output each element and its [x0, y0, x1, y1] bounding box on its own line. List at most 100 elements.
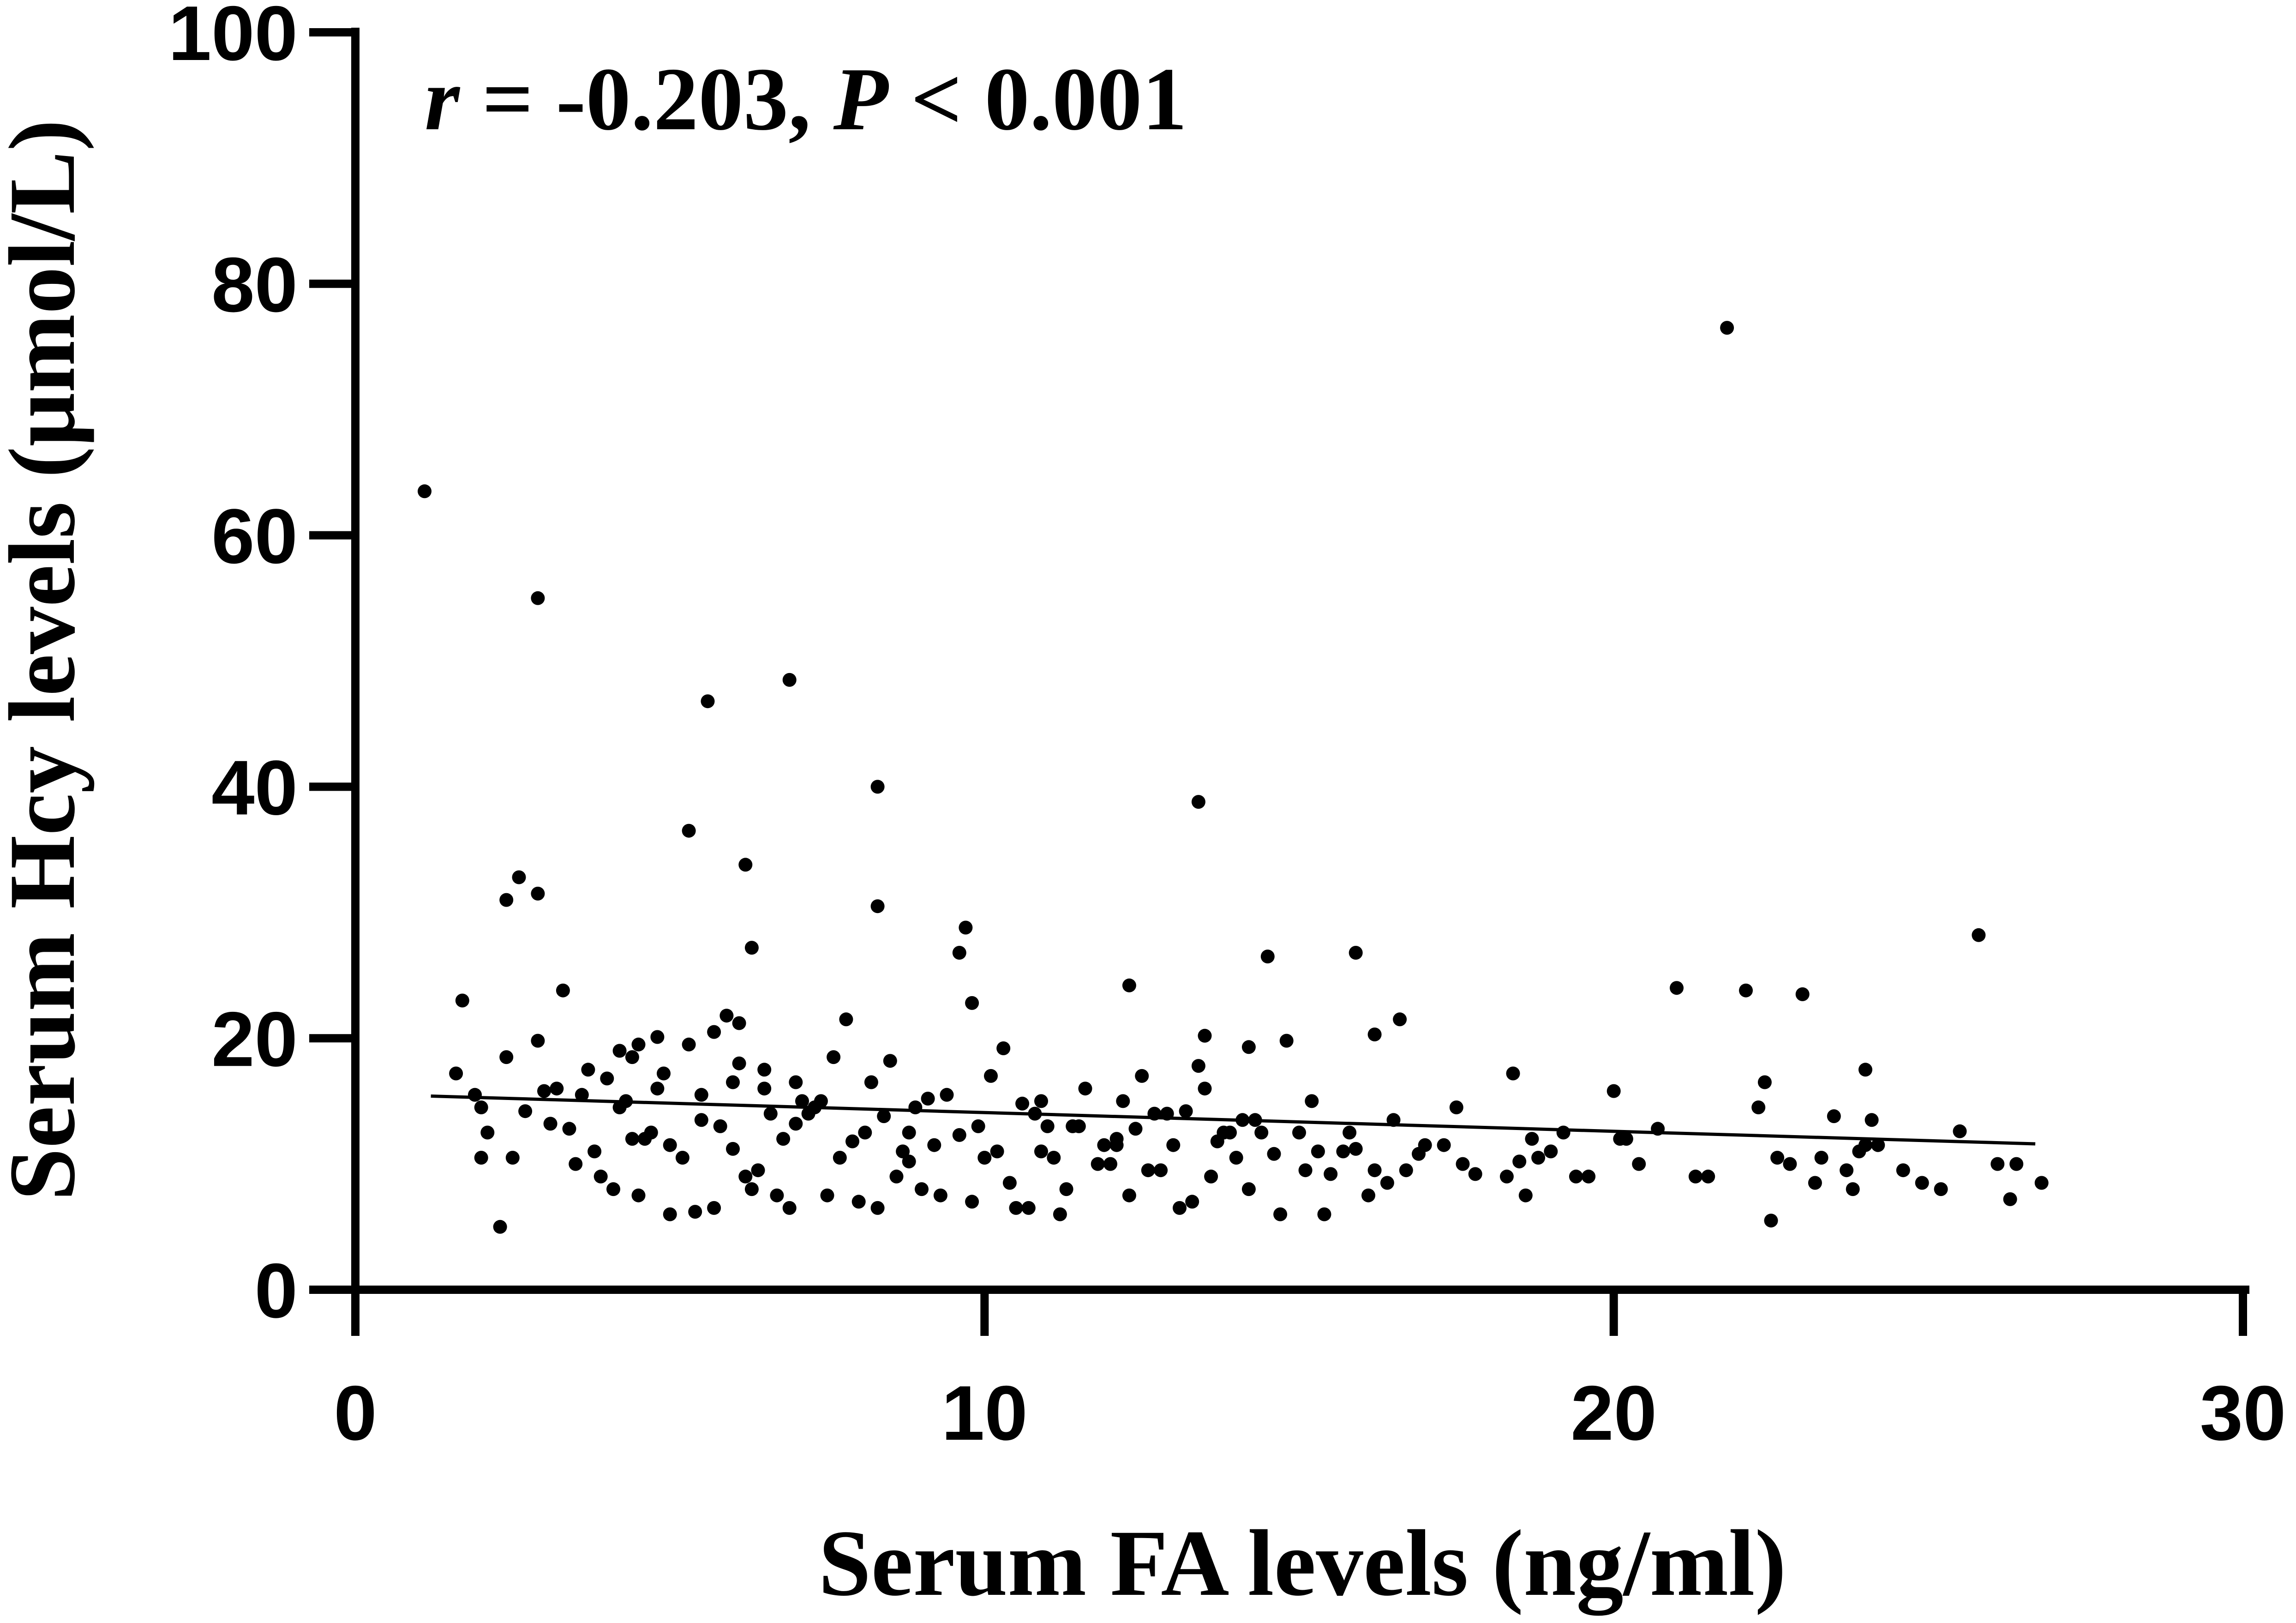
data-point	[933, 1188, 947, 1202]
data-point	[952, 946, 966, 960]
x-axis-ticks: 0 10 20 30	[334, 1290, 2286, 1456]
data-point	[1217, 1125, 1231, 1140]
data-point	[657, 1066, 671, 1081]
data-point	[1349, 1142, 1363, 1156]
data-point	[971, 1119, 985, 1133]
data-point	[757, 1063, 772, 1077]
data-point	[1091, 1157, 1105, 1171]
data-point	[864, 1075, 878, 1089]
data-point	[1808, 1176, 1822, 1190]
data-point	[1632, 1157, 1646, 1171]
data-point	[2009, 1157, 2024, 1171]
data-point	[902, 1125, 916, 1140]
data-point	[1518, 1188, 1533, 1202]
data-point	[562, 1122, 576, 1136]
data-point	[870, 1201, 885, 1215]
data-point	[1531, 1151, 1546, 1165]
data-point	[757, 1082, 772, 1096]
data-point	[1525, 1132, 1539, 1146]
data-point	[587, 1144, 602, 1159]
data-point	[1116, 1094, 1130, 1108]
y-tick-label: 40	[211, 744, 298, 831]
data-point	[1135, 1069, 1149, 1083]
data-point	[418, 484, 432, 499]
data-point	[744, 1182, 759, 1196]
data-point	[1254, 1125, 1269, 1140]
data-point	[1166, 1138, 1181, 1152]
y-axis-ticks: 0 20 40 60 80 100	[168, 0, 355, 1334]
data-point	[1393, 1012, 1407, 1027]
data-point	[977, 1151, 992, 1165]
data-point	[1544, 1144, 1558, 1159]
data-point	[782, 673, 797, 687]
data-point	[1361, 1188, 1375, 1202]
data-point	[682, 824, 696, 838]
data-point	[581, 1063, 595, 1077]
data-point	[1021, 1201, 1036, 1215]
data-point	[732, 1016, 746, 1030]
data-point	[569, 1157, 583, 1171]
data-point	[1688, 1169, 1703, 1184]
data-point	[1651, 1122, 1665, 1136]
data-point	[1267, 1147, 1281, 1161]
data-point	[1670, 981, 1684, 995]
data-point	[455, 993, 469, 1008]
data-point	[1047, 1151, 1061, 1165]
data-point	[1317, 1207, 1331, 1221]
data-point	[1456, 1157, 1470, 1171]
data-point	[1122, 1188, 1136, 1202]
data-point	[1235, 1113, 1250, 1127]
x-axis-title: Serum FA levels (ng/ml)	[818, 1511, 1786, 1616]
data-point	[1569, 1169, 1583, 1184]
data-point	[1871, 1138, 1885, 1152]
data-point	[1499, 1169, 1514, 1184]
data-point	[1858, 1063, 1872, 1077]
data-point	[870, 899, 885, 914]
data-point	[965, 1195, 979, 1209]
data-point	[1720, 321, 1734, 335]
data-point	[675, 1151, 689, 1165]
data-point	[738, 1169, 753, 1184]
data-point	[682, 1037, 696, 1052]
data-point	[1078, 1082, 1092, 1096]
data-point	[1066, 1119, 1080, 1133]
y-tick-label: 80	[211, 241, 298, 328]
data-point	[600, 1071, 614, 1086]
data-point	[1343, 1125, 1357, 1140]
data-point	[499, 1050, 514, 1064]
trendline	[431, 1094, 2036, 1146]
data-point	[625, 1050, 639, 1064]
data-point	[612, 1044, 627, 1058]
data-point	[1896, 1163, 1910, 1178]
data-point	[493, 1220, 507, 1234]
data-point	[1367, 1028, 1382, 1041]
data-point	[1260, 950, 1275, 964]
data-point	[820, 1188, 834, 1202]
data-point	[606, 1182, 620, 1196]
data-point	[808, 1100, 822, 1114]
data-point	[984, 1069, 998, 1083]
data-point	[2003, 1192, 2017, 1206]
data-point	[921, 1092, 935, 1106]
y-tick-label: 0	[255, 1247, 298, 1334]
data-point	[770, 1188, 784, 1202]
x-tick-label: 20	[1571, 1370, 1657, 1456]
data-point	[619, 1094, 633, 1108]
data-point	[1990, 1157, 2005, 1171]
data-point	[1173, 1201, 1187, 1215]
data-point	[1103, 1157, 1117, 1171]
y-tick-label: 60	[211, 493, 298, 580]
data-point	[1241, 1182, 1256, 1196]
data-points	[418, 321, 2049, 1234]
data-point	[1279, 1034, 1294, 1048]
data-point	[1185, 1195, 1199, 1209]
data-point	[1248, 1113, 1262, 1127]
data-point	[1418, 1138, 1432, 1152]
x-tick-label: 0	[334, 1370, 377, 1456]
data-point	[1147, 1106, 1162, 1121]
data-point	[468, 1088, 482, 1102]
data-point	[1764, 1214, 1778, 1228]
data-point	[1972, 928, 1986, 942]
data-point	[1619, 1132, 1633, 1146]
data-point	[1840, 1163, 1854, 1178]
